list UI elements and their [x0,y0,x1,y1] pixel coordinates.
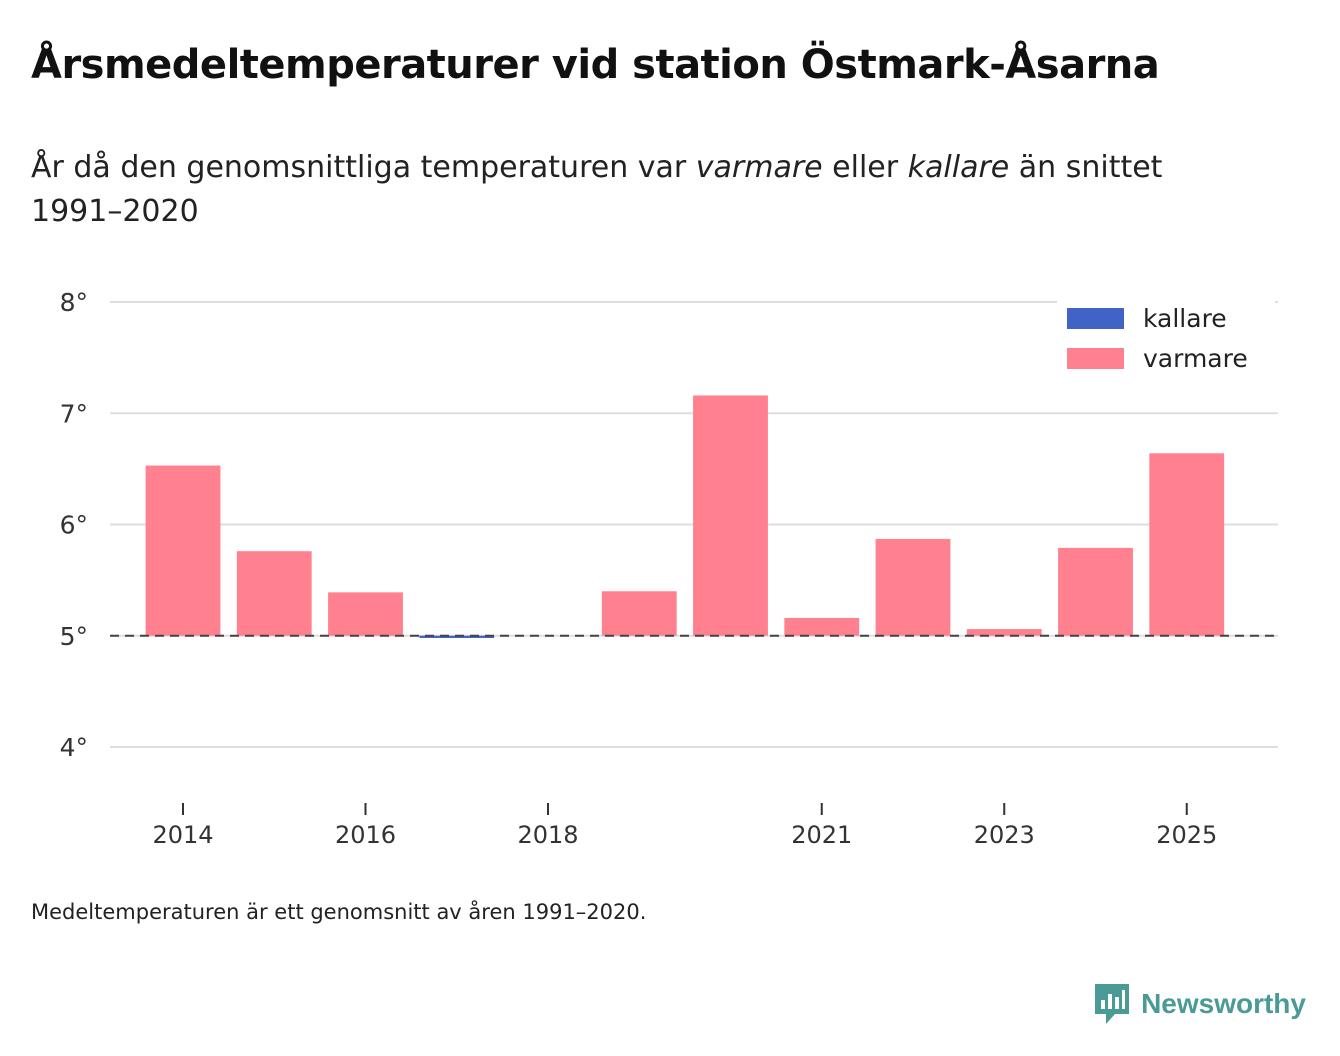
bar-2020 [693,395,768,636]
y-tick-label: 6° [60,511,88,540]
subtitle-text-3: än snittet 1991–2020 [31,150,1163,229]
bar-chart: 4° 5° 6° 7° 8° 2014 2016 2018 2021 2023 2025 kall… [60,288,1278,849]
brand-name: Newsworthy [1141,988,1306,1019]
footnote: Medeltemperaturen är ett genomsnitt av å… [31,900,647,924]
x-tick-label: 2018 [517,821,578,849]
bar-2014 [145,465,221,636]
y-tick-label: 8° [60,288,88,317]
x-tick-label: 2016 [335,821,396,849]
bar-2022 [875,538,951,636]
subtitle-warmer: varmare [695,150,823,185]
subtitle-text-1: År då den genomsnittliga temperaturen va… [31,150,696,185]
bars [145,395,1225,638]
x-tick-label: 2023 [974,821,1035,849]
bar-2021 [784,617,860,636]
x-tick-label: 2025 [1156,821,1217,849]
bar-2015 [236,551,312,636]
legend: kallare varmare [1057,296,1275,380]
bar-2019 [601,591,677,636]
chart-subtitle: År då den genomsnittliga temperaturen va… [31,146,1251,234]
newsworthy-logo-icon [1095,984,1130,1024]
bar-2024 [1058,547,1133,636]
legend-label-varmare: varmare [1143,344,1248,373]
bar-2017 [419,635,495,638]
x-tick-label: 2014 [152,821,213,849]
y-tick-label: 7° [60,399,88,428]
y-axis: 4° 5° 6° 7° 8° [60,288,88,762]
legend-swatch-varmare [1067,348,1124,369]
bar-2023 [966,629,1042,636]
x-tick-label: 2021 [791,821,852,849]
y-tick-label: 4° [60,733,88,762]
y-tick-label: 5° [60,622,88,651]
chart-title: Årsmedeltemperaturer vid station Östmark… [31,42,1160,88]
legend-label-kallare: kallare [1143,304,1227,333]
subtitle-colder: kallare [907,150,1010,185]
brand-logo: Newsworthy [1093,982,1306,1026]
bar-2025 [1149,453,1225,636]
x-axis: 2014 2016 2018 2021 2023 2025 [152,803,1217,849]
subtitle-text-2: eller [822,150,908,185]
legend-swatch-kallare [1067,308,1124,329]
bar-2016 [328,592,403,636]
